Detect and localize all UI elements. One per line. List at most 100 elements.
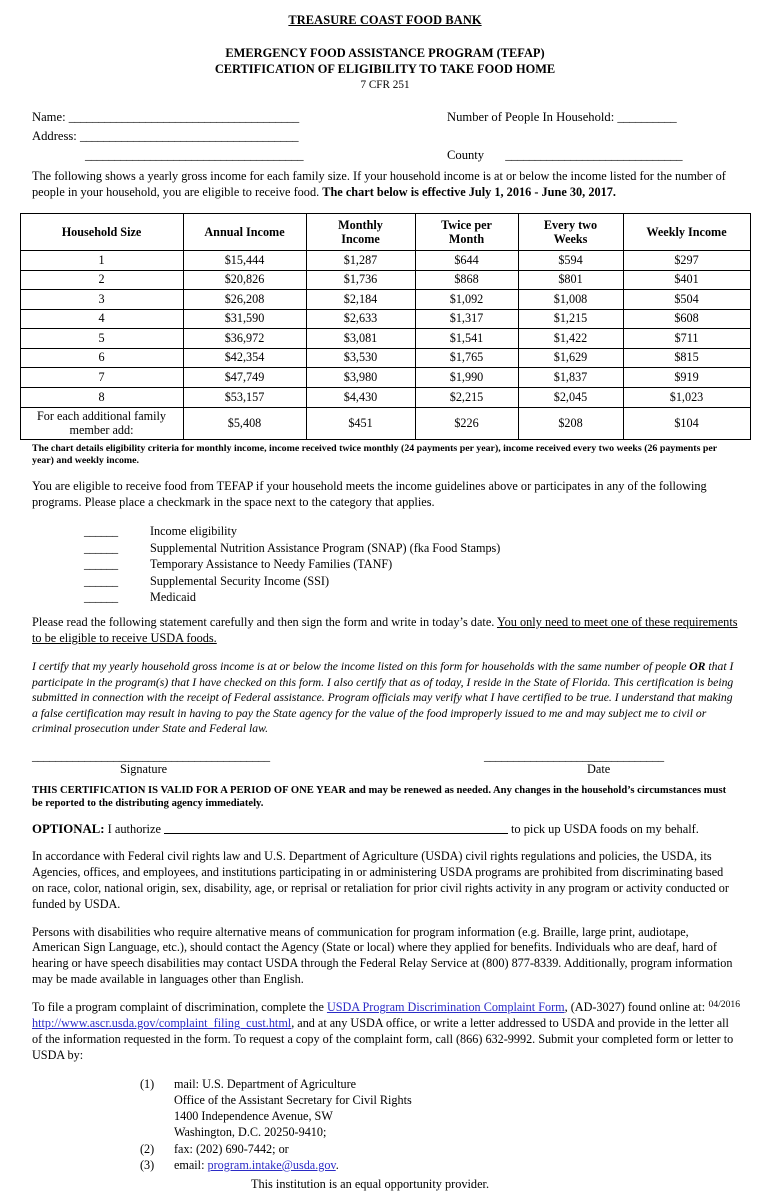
- submit-mail-line: mail: U.S. Department of Agriculture: [174, 1076, 357, 1091]
- cell-additional-member-label: For each additional family member add:: [19, 406, 184, 440]
- validity-note: THIS CERTIFICATION IS VALID FOR A PERIOD…: [32, 784, 738, 811]
- county-input-line[interactable]: ______________________________: [505, 148, 683, 163]
- equal-opportunity-statement: This institution is an equal opportunity…: [250, 1177, 490, 1192]
- cell-biweekly: $801: [517, 269, 624, 291]
- program-title-line1: EMERGENCY FOOD ASSISTANCE PROGRAM (TEFAP…: [225, 45, 545, 60]
- complaint-mid-text: , (AD-3027) found online at:: [564, 1000, 706, 1015]
- program-label: Supplemental Nutrition Assistance Progra…: [150, 540, 501, 555]
- usda-complaint-url-link[interactable]: http://www.ascr.usda.gov/complaint_filin…: [32, 1016, 292, 1031]
- list-marker-1: (1): [140, 1076, 155, 1091]
- submit-fax-line: fax: (202) 690-7442; or: [174, 1141, 289, 1156]
- cell-annual: $26,208: [182, 289, 307, 310]
- list-item[interactable]: ______ Medicaid: [32, 589, 738, 606]
- col-weekly-income: Weekly Income: [622, 213, 751, 252]
- signature-area: ________________________________________…: [0, 749, 770, 783]
- program-title-line2: CERTIFICATION OF ELIGIBILITY TO TAKE FOO…: [214, 62, 556, 76]
- cell-twice: $1,317: [414, 308, 519, 330]
- cell-monthly: $2,633: [305, 308, 416, 330]
- cell-monthly: $4,430: [305, 386, 416, 408]
- submit-email-post: .: [335, 1157, 339, 1172]
- table-row: 2 $20,826 $1,736 $868 $801 $401: [19, 269, 751, 291]
- cell-monthly: $1,736: [305, 269, 416, 291]
- col-every-two-weeks: Every two Weeks: [517, 213, 624, 252]
- cell-household-size: 4: [19, 308, 184, 330]
- cell-weekly: $1,023: [622, 386, 751, 408]
- cell-annual: $31,590: [182, 308, 307, 330]
- usda-nondiscrimination-paragraph: In accordance with Federal civil rights …: [32, 848, 729, 911]
- list-item: (1) mail: U.S. Department of Agriculture: [140, 1076, 738, 1092]
- cell-annual: $53,157: [182, 386, 307, 408]
- cell-additional-annual: $5,408: [182, 406, 307, 440]
- checkbox-blank-snap[interactable]: ______: [84, 540, 118, 555]
- name-field-row: Name: __________________________________…: [32, 110, 299, 126]
- list-item[interactable]: ______ Income eligibility: [32, 523, 738, 540]
- usda-accessibility-paragraph: Persons with disabilities who require al…: [32, 924, 733, 987]
- col-monthly-income-l2: Income: [341, 232, 380, 247]
- optional-pre-text: I authorize: [107, 822, 161, 837]
- chart-note: The chart details eligibility criteria f…: [32, 442, 717, 467]
- table-header-row: Household Size Annual Income Monthly Inc…: [19, 213, 751, 252]
- cell-household-size: 5: [19, 328, 184, 349]
- program-title-block: EMERGENCY FOOD ASSISTANCE PROGRAM (TEFAP…: [0, 45, 770, 94]
- table-row: 6 $42,354 $3,530 $1,765 $1,629 $815: [19, 347, 751, 369]
- address-field-row-2: _____________________________________: [32, 148, 304, 164]
- list-item: (3) email: program.intake@usda.gov.: [140, 1157, 738, 1173]
- col-household-size-l1: Household Size: [61, 225, 142, 240]
- cell-biweekly: $2,045: [517, 386, 624, 408]
- table-row: 3 $26,208 $2,184 $1,092 $1,008 $504: [19, 289, 751, 310]
- program-label: Income eligibility: [150, 523, 237, 538]
- program-intake-email-link[interactable]: program.intake@usda.gov: [207, 1157, 336, 1172]
- organization-title: TREASURE COAST FOOD BANK: [288, 13, 482, 27]
- checkbox-blank-medicaid[interactable]: ______: [84, 590, 118, 605]
- table-row: 8 $53,157 $4,430 $2,215 $2,045 $1,023: [19, 386, 751, 408]
- col-twice-per-month: Twice per Month: [414, 213, 519, 252]
- date-input-line[interactable]: _______________________________: [484, 748, 664, 763]
- cfr-reference: 7 CFR 251: [360, 79, 410, 92]
- col-twice-per-month-l1: Twice per: [441, 218, 492, 233]
- cell-household-size: 3: [19, 289, 184, 310]
- intro-text: The following shows a yearly gross incom…: [32, 169, 726, 200]
- optional-post-text: to pick up USDA foods on my behalf.: [510, 822, 699, 837]
- signature-input-line[interactable]: ________________________________________…: [32, 748, 270, 763]
- address-field-row: Address: _______________________________…: [32, 129, 299, 145]
- household-count-input-line[interactable]: __________: [617, 110, 677, 125]
- col-annual-income: Annual Income: [182, 213, 307, 252]
- list-item[interactable]: ______ Supplemental Security Income (SSI…: [32, 573, 738, 590]
- table-row-additional-member: For each additional family member add: $…: [19, 406, 751, 440]
- submit-mail-address-line-2: 1400 Independence Avenue, SW: [174, 1109, 333, 1124]
- authorized-person-input[interactable]: [163, 833, 508, 835]
- cell-annual: $47,749: [182, 367, 307, 388]
- cell-weekly: $401: [622, 269, 751, 291]
- validity-band: THIS CERTIFICATION IS VALID FOR A PERIOD…: [0, 784, 770, 1193]
- complaint-pre-text: To file a program complaint of discrimin…: [32, 1000, 327, 1015]
- program-label: Supplemental Security Income (SSI): [150, 573, 330, 588]
- list-item: (2) fax: (202) 690-7442; or: [140, 1141, 738, 1157]
- cell-twice: $644: [414, 250, 519, 271]
- cell-weekly: $608: [622, 308, 751, 330]
- list-item[interactable]: ______ Supplemental Nutrition Assistance…: [32, 540, 738, 557]
- cell-household-size: 6: [19, 347, 184, 369]
- name-input-line[interactable]: _______________________________________: [68, 110, 299, 125]
- certification-statement: I certify that my yearly household gross…: [32, 659, 738, 737]
- cell-additional-weekly: $104: [622, 406, 751, 440]
- checkbox-blank-tanf[interactable]: ______: [84, 557, 118, 572]
- submit-mail-address-line-3: Washington, D.C. 20250-9410;: [174, 1125, 327, 1140]
- cell-household-size: 8: [19, 386, 184, 408]
- address-input-line[interactable]: _____________________________________: [79, 129, 299, 144]
- list-item[interactable]: ______ Temporary Assistance to Needy Fam…: [32, 556, 738, 573]
- county-label: County: [447, 148, 485, 163]
- cell-biweekly: $1,629: [517, 347, 624, 369]
- list-marker-3: (3): [140, 1157, 155, 1172]
- table-row: 4 $31,590 $2,633 $1,317 $1,215 $608: [19, 308, 751, 330]
- cell-monthly: $3,530: [305, 347, 416, 369]
- usda-complaint-form-link[interactable]: USDA Program Discrimination Complaint Fo…: [326, 1000, 565, 1015]
- address-input-line-2[interactable]: _____________________________________: [85, 148, 304, 163]
- name-label: Name:: [32, 110, 66, 125]
- checkbox-blank-income-eligibility[interactable]: ______: [84, 523, 118, 538]
- checkbox-blank-ssi[interactable]: ______: [84, 573, 118, 588]
- eligibility-paragraph: You are eligible to receive food from TE…: [32, 478, 707, 509]
- cell-annual: $20,826: [182, 269, 307, 291]
- certification-part2: that I participate in the program(s) tha…: [32, 660, 734, 736]
- cell-weekly: $297: [622, 250, 751, 271]
- household-count-row: Number of People In Household: _________…: [447, 110, 677, 126]
